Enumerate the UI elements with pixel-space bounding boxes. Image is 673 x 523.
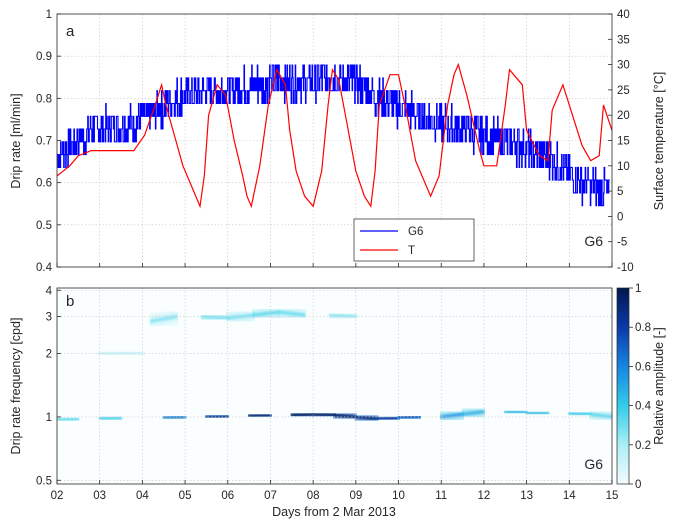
- panel-a-x-axis: [56, 263, 613, 267]
- x-tick-label: 08: [307, 490, 320, 502]
- colorbar-ticks: 0 0.2 0.4 0.6 0.8 1: [629, 283, 652, 491]
- y-tick-label: 3: [46, 312, 52, 324]
- panel-b-ylabel: Drip rate frequency [cpd]: [9, 318, 23, 455]
- colorbar-tick-label: 0.8: [635, 322, 651, 334]
- colorbar-tick-label: 0: [635, 479, 641, 491]
- y-tick-label: 1: [46, 412, 52, 424]
- y-tick-label-left: 0.8: [36, 93, 52, 105]
- colorbar-tick-label: 0.2: [635, 440, 651, 452]
- x-tick-label: 07: [264, 490, 277, 502]
- series-line-t: [57, 62, 612, 209]
- y-tick-label-left: 1: [46, 9, 52, 21]
- y-tick-label-right: 15: [617, 136, 630, 148]
- y-tick-label: 4: [46, 285, 53, 297]
- y-tick-label-right: 5: [617, 186, 623, 198]
- series-line-g6: [57, 64, 610, 207]
- y-tick-label-right: 20: [617, 110, 630, 122]
- colorbar-tick-label: 0.4: [635, 401, 652, 413]
- x-tick-label: 14: [563, 490, 576, 502]
- colorbar-gradient: [616, 287, 630, 485]
- y-tick-label-left: 0.6: [36, 178, 52, 190]
- panel-b-y-axis: 0.5 1 2 3 4: [36, 285, 61, 487]
- y-tick-label: 0.5: [36, 475, 52, 487]
- x-tick-label: 15: [606, 490, 619, 502]
- legend-label-t: T: [408, 245, 415, 257]
- x-tick-label: 06: [221, 490, 234, 502]
- x-tick-label: 12: [478, 490, 491, 502]
- y-tick-label-left: 0.5: [36, 220, 52, 232]
- panel-a: 0.4 0.5 0.6 0.7 0.8 0.9 1 -10 -5 0 5 10 15 20 25 30 35 4…: [9, 9, 666, 274]
- y-tick-label-right: 30: [617, 60, 630, 72]
- legend-box: [353, 218, 475, 262]
- y-tick-label-right: 25: [617, 85, 630, 97]
- x-tick-label: 05: [179, 490, 192, 502]
- x-tick-label: 13: [520, 490, 533, 502]
- y-tick-label-left: 0.4: [36, 262, 53, 274]
- y-tick-label-right: 0: [617, 211, 623, 223]
- panel-a-station-label: G6: [584, 233, 603, 249]
- y-tick-label-right: 10: [617, 161, 630, 173]
- colorbar-label: Relative amplitude [-]: [652, 327, 666, 444]
- y-tick-label-right: 40: [617, 9, 630, 21]
- y-tick-label-right: -5: [617, 237, 627, 249]
- panel-b-station-label: G6: [584, 456, 603, 472]
- panel-b-x-axis: 02 03 04 05 06 07 08 09 10 11 12 13 14 15: [51, 480, 619, 502]
- colorbar-tick-label: 1: [635, 283, 641, 295]
- y-tick-label-left: 0.9: [36, 51, 52, 63]
- x-tick-label: 03: [93, 490, 106, 502]
- x-tick-label: 11: [435, 490, 447, 502]
- x-tick-label: 04: [136, 490, 149, 502]
- legend-label-g6: G6: [408, 226, 423, 238]
- panel-a-right-axis: -10 -5 0 5 10 15 20 25 30 35 40: [608, 9, 634, 274]
- panel-b-label: b: [66, 293, 74, 310]
- y-tick-label: 2: [46, 349, 52, 361]
- y-tick-label-right: 35: [617, 34, 630, 46]
- x-tick-label: 02: [51, 490, 64, 502]
- colorbar: 0 0.2 0.4 0.6 0.8 1 Relative amplitude [-]: [616, 283, 666, 491]
- panel-a-grid: [57, 14, 612, 267]
- colorbar-tick-label: 0.6: [635, 361, 651, 373]
- panel-b-frame: [56, 287, 613, 485]
- panel-a-label: a: [66, 23, 75, 40]
- x-tick-label: 10: [392, 490, 405, 502]
- x-tick-label: 09: [349, 490, 362, 502]
- panel-a-ylabel-right: Surface temperature [°C]: [652, 72, 666, 210]
- panel-a-left-axis: 0.4 0.5 0.6 0.7 0.8 0.9 1: [36, 9, 61, 274]
- panel-b-xlabel: Days from 2 Mar 2013: [272, 505, 396, 519]
- ridge-segment: [589, 413, 612, 419]
- panel-a-ylabel-left: Drip rate [ml/min]: [9, 93, 23, 188]
- legend: G6 T: [353, 218, 475, 262]
- y-tick-label-left: 0.7: [36, 136, 52, 148]
- panel-b-grid: [57, 288, 612, 484]
- y-tick-label-right: -10: [617, 262, 634, 274]
